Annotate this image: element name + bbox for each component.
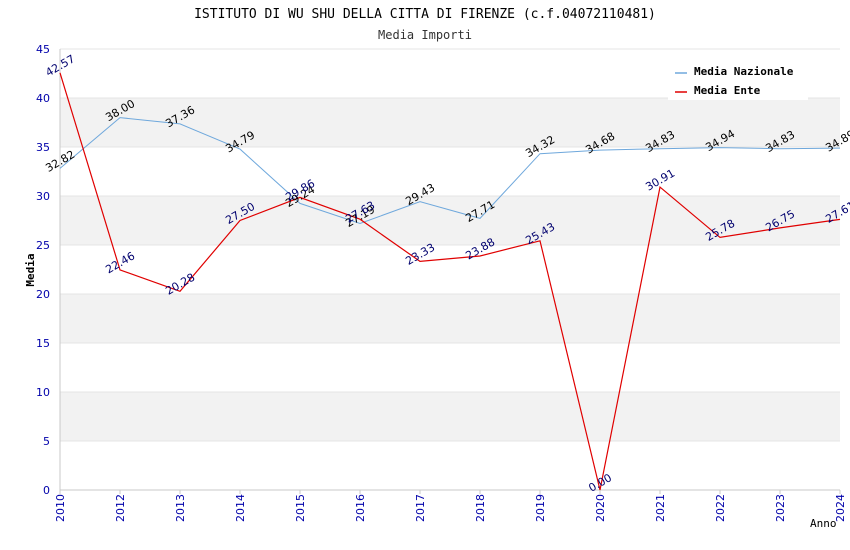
y-tick-label: 20 bbox=[36, 288, 50, 301]
x-tick-label: 2017 bbox=[414, 494, 427, 522]
x-tick-label: 2020 bbox=[594, 494, 607, 522]
x-tick-label: 2018 bbox=[474, 494, 487, 522]
legend-box bbox=[668, 58, 808, 100]
axes bbox=[59, 49, 840, 491]
grid-band bbox=[60, 294, 840, 343]
y-tick-label: 25 bbox=[36, 239, 50, 252]
x-tick-label: 2021 bbox=[654, 494, 667, 522]
grid-band bbox=[60, 98, 840, 147]
x-tick-label: 2015 bbox=[294, 494, 307, 522]
grid-lines bbox=[60, 48, 840, 491]
y-tick-label: 10 bbox=[36, 386, 50, 399]
grid-bands bbox=[60, 98, 840, 441]
x-ticks: 2010 2012 2013 2014 2015 2016 2017 2018 2019 2020… bbox=[54, 490, 847, 522]
y-tick-label: 5 bbox=[43, 435, 50, 448]
y-tick-label: 45 bbox=[36, 43, 50, 56]
y-tick-label: 15 bbox=[36, 337, 50, 350]
x-tick-label: 2023 bbox=[774, 494, 787, 522]
y-tick-label: 35 bbox=[36, 141, 50, 154]
y-tick-label: 30 bbox=[36, 190, 50, 203]
y-axis-label: Media bbox=[24, 253, 37, 286]
legend-label-media-nazionale: Media Nazionale bbox=[694, 65, 794, 78]
y-tick-label: 40 bbox=[36, 92, 50, 105]
legend-label-media-ente: Media Ente bbox=[694, 84, 761, 97]
series-group bbox=[59, 72, 841, 491]
x-tick-label: 2013 bbox=[174, 494, 187, 522]
x-tick-label: 2019 bbox=[534, 494, 547, 522]
grid-band bbox=[60, 392, 840, 441]
x-tick-label: 2022 bbox=[714, 494, 727, 522]
y-tick-label: 0 bbox=[43, 484, 50, 497]
x-tick-label: 2014 bbox=[234, 494, 247, 522]
x-tick-label: 2012 bbox=[114, 494, 127, 522]
data-label: 22.46 bbox=[103, 249, 137, 276]
y-ticks: 0 5 10 15 20 25 30 35 40 45 bbox=[36, 43, 50, 497]
x-tick-label: 2010 bbox=[54, 494, 67, 522]
chart-title: ISTITUTO DI WU SHU DELLA CITTA DI FIRENZ… bbox=[194, 7, 656, 22]
x-tick-label: 2016 bbox=[354, 494, 367, 522]
series-line-media-ente bbox=[59, 72, 841, 491]
legend: Media Nazionale Media Ente bbox=[668, 58, 808, 100]
grid-band bbox=[60, 196, 840, 245]
x-tick-label: 2024 bbox=[834, 494, 847, 522]
data-label: 30.91 bbox=[643, 167, 677, 194]
series-line-media-nazionale bbox=[59, 117, 841, 225]
chart-subtitle: Media Importi bbox=[378, 28, 472, 42]
x-axis-label: Anno bbox=[810, 517, 837, 530]
